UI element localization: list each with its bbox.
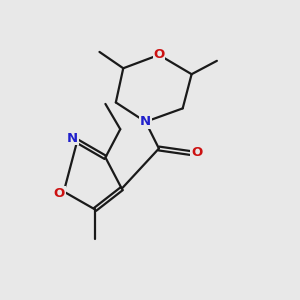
Text: N: N	[140, 115, 151, 128]
Text: N: N	[67, 132, 78, 145]
Text: O: O	[54, 187, 65, 200]
Text: O: O	[191, 146, 202, 160]
Text: O: O	[153, 48, 164, 62]
